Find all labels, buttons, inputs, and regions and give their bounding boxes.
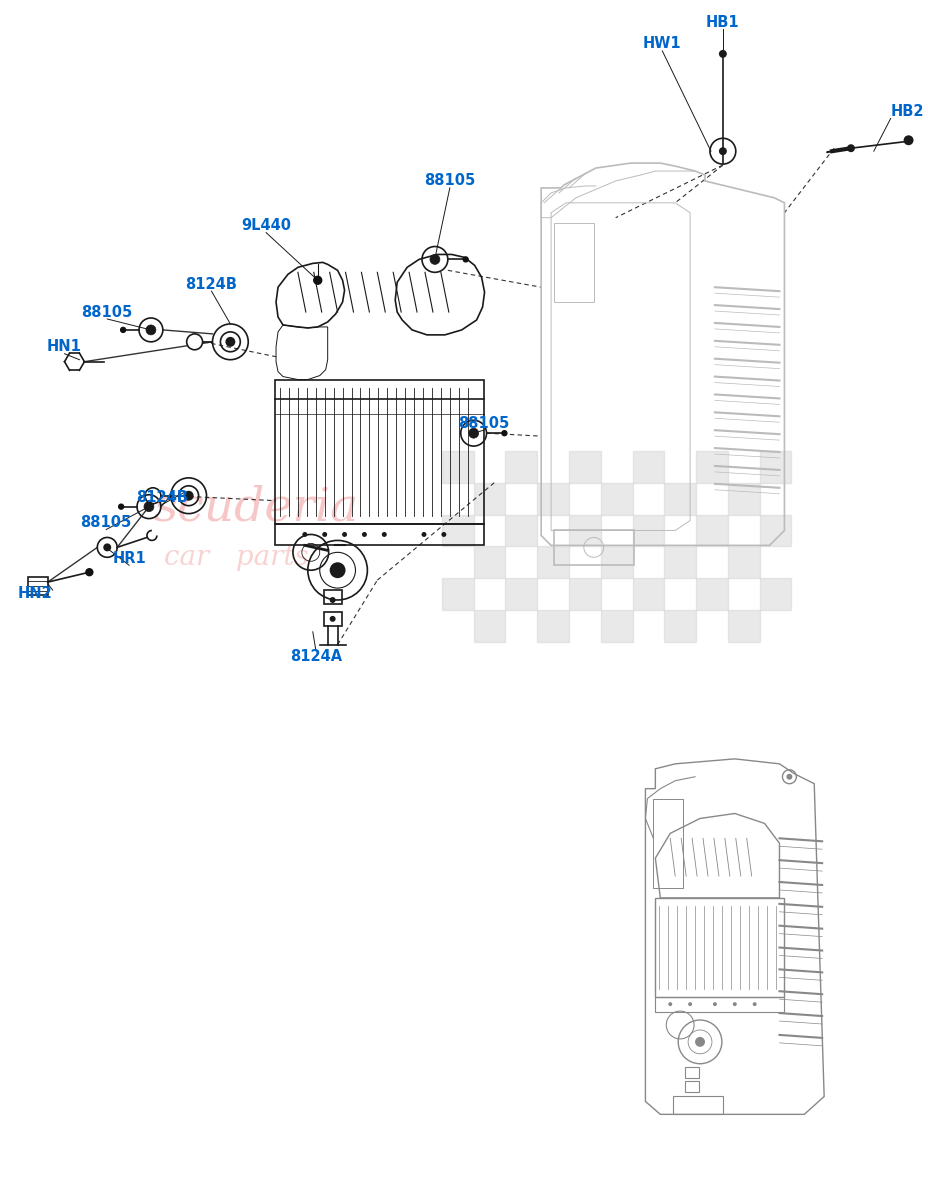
Circle shape <box>329 563 345 578</box>
Circle shape <box>119 504 123 509</box>
Circle shape <box>302 532 307 536</box>
Text: scuderia: scuderia <box>154 485 359 530</box>
Circle shape <box>430 254 440 264</box>
Text: HB1: HB1 <box>705 14 739 30</box>
Circle shape <box>752 1002 755 1006</box>
Circle shape <box>85 569 93 576</box>
Text: 88105: 88105 <box>424 174 475 188</box>
Bar <box>727 546 759 578</box>
Text: 88105: 88105 <box>458 415 509 431</box>
Bar <box>664 610 695 642</box>
Circle shape <box>718 148 726 155</box>
Text: HB2: HB2 <box>890 104 923 119</box>
Bar <box>673 1097 722 1115</box>
Bar <box>473 482 505 515</box>
Text: car   parts: car parts <box>163 545 308 571</box>
Circle shape <box>421 532 426 536</box>
Bar <box>473 546 505 578</box>
Circle shape <box>718 50 726 58</box>
Bar <box>505 578 536 610</box>
Circle shape <box>362 532 367 536</box>
Circle shape <box>688 1002 691 1006</box>
Bar <box>442 451 473 482</box>
Bar <box>28 577 47 595</box>
Bar <box>600 482 632 515</box>
Bar <box>695 515 727 546</box>
Bar <box>632 515 664 546</box>
Circle shape <box>146 325 156 335</box>
Circle shape <box>381 532 386 536</box>
Bar <box>759 578 791 610</box>
Circle shape <box>226 337 235 347</box>
Text: 9L440: 9L440 <box>241 218 290 233</box>
Bar <box>275 523 483 545</box>
Text: HW1: HW1 <box>642 36 681 52</box>
Circle shape <box>694 1037 704 1046</box>
Circle shape <box>712 1002 716 1006</box>
Circle shape <box>322 532 327 536</box>
Bar <box>664 546 695 578</box>
Circle shape <box>732 1002 736 1006</box>
Circle shape <box>121 328 125 332</box>
Bar <box>323 590 342 604</box>
Bar <box>695 451 727 482</box>
Bar <box>536 482 568 515</box>
Bar <box>473 610 505 642</box>
Bar <box>685 1067 698 1078</box>
Bar <box>727 482 759 515</box>
Bar <box>568 578 600 610</box>
Bar <box>275 379 483 523</box>
Text: 88105: 88105 <box>81 515 132 530</box>
Text: 8124A: 8124A <box>290 649 342 664</box>
Circle shape <box>187 334 202 349</box>
Bar <box>654 997 783 1012</box>
Circle shape <box>846 144 854 152</box>
Bar <box>553 223 593 302</box>
Text: HR1: HR1 <box>112 551 146 565</box>
Bar <box>632 578 664 610</box>
Text: 8124B: 8124B <box>135 491 187 505</box>
Text: 88105: 88105 <box>82 305 133 319</box>
Circle shape <box>144 502 154 511</box>
Bar <box>685 1080 698 1092</box>
Circle shape <box>501 431 507 436</box>
Text: HN1: HN1 <box>47 340 82 354</box>
Circle shape <box>786 774 792 780</box>
Bar <box>442 578 473 610</box>
Bar <box>568 515 600 546</box>
Circle shape <box>314 276 321 284</box>
Bar <box>323 612 342 626</box>
Bar <box>536 546 568 578</box>
Bar <box>536 610 568 642</box>
Circle shape <box>329 616 335 622</box>
Circle shape <box>145 487 161 504</box>
Circle shape <box>342 532 347 536</box>
Bar <box>759 515 791 546</box>
Bar <box>695 578 727 610</box>
Circle shape <box>903 136 912 145</box>
Bar <box>505 515 536 546</box>
Bar <box>759 451 791 482</box>
Bar <box>442 515 473 546</box>
Bar <box>505 451 536 482</box>
Circle shape <box>468 428 478 438</box>
Bar <box>654 898 783 997</box>
Text: HN2: HN2 <box>18 586 52 600</box>
Circle shape <box>103 544 111 551</box>
Bar <box>568 451 600 482</box>
Circle shape <box>667 1002 672 1006</box>
Circle shape <box>463 257 468 262</box>
Text: 8124B: 8124B <box>186 277 238 292</box>
Bar <box>600 546 632 578</box>
Circle shape <box>184 491 193 500</box>
Bar <box>600 610 632 642</box>
Bar <box>727 610 759 642</box>
Circle shape <box>329 598 335 602</box>
Bar <box>553 530 633 565</box>
Bar <box>652 798 682 888</box>
Bar <box>632 451 664 482</box>
Circle shape <box>441 532 445 536</box>
Bar <box>664 482 695 515</box>
